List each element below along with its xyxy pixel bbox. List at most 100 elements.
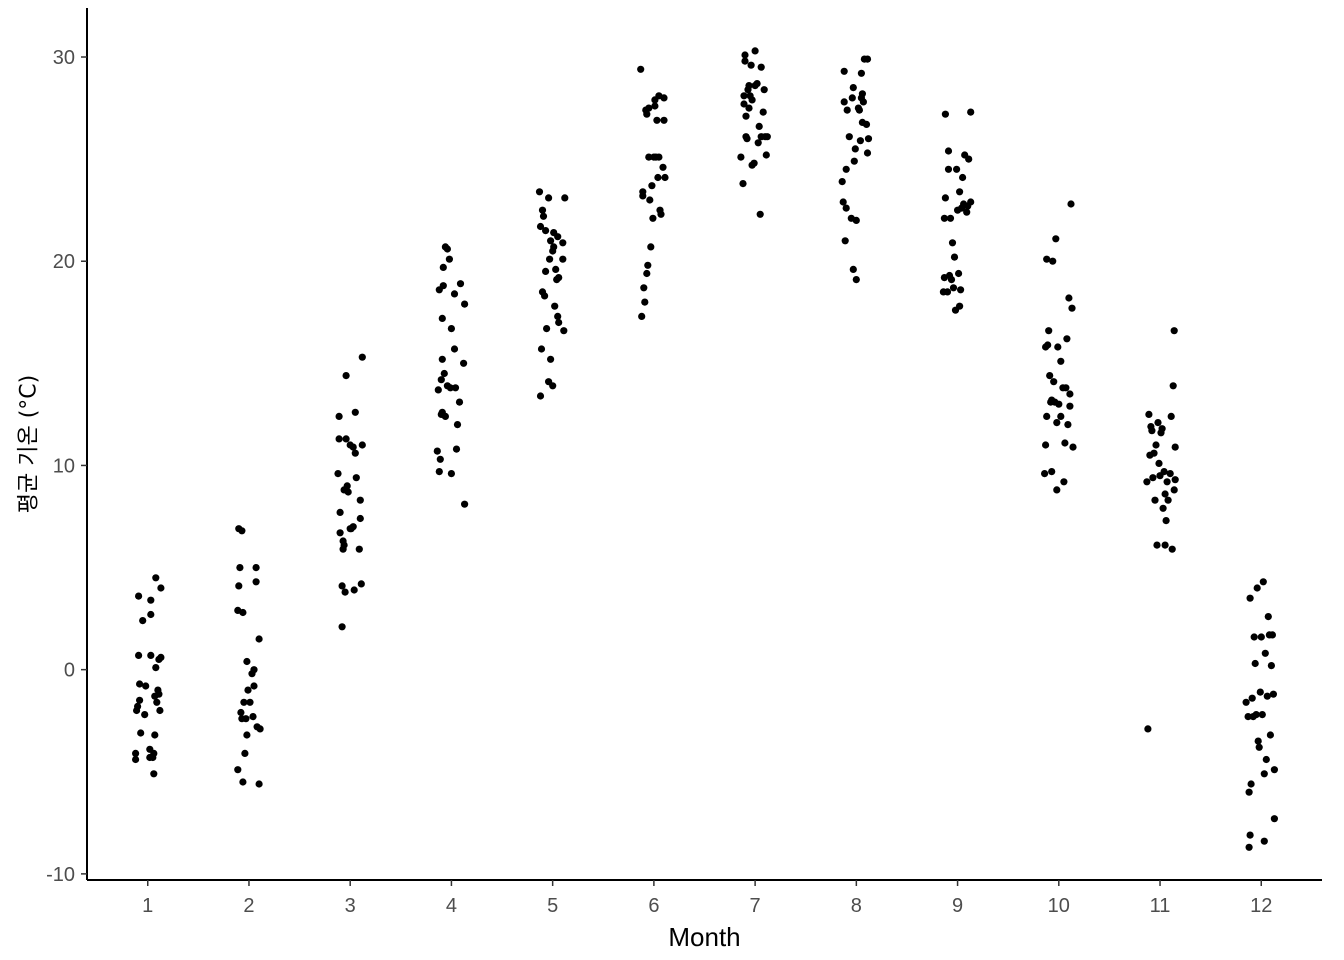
data-point [358,353,366,361]
data-point [554,312,562,320]
data-point [435,468,443,476]
data-point [1066,390,1074,398]
data-point [452,445,461,453]
data-point [1168,545,1176,553]
data-point [446,384,454,392]
data-point [1260,837,1268,845]
data-point [944,165,953,173]
data-point [336,529,344,537]
data-point [858,90,867,98]
data-point [751,47,759,55]
data-point [849,84,857,92]
data-point [1060,478,1068,486]
data-point [1063,335,1071,343]
data-point [536,222,545,231]
data-point [1270,766,1278,774]
data-point [351,408,359,416]
data-point [141,711,149,719]
data-point [139,617,147,625]
data-point [1250,633,1258,641]
data-point [358,441,366,449]
y-axis-title: 평균 기온 (°C) [17,375,42,513]
data-point [1055,400,1063,408]
data-point [447,325,455,333]
data-point [741,51,749,59]
data-point [1170,327,1178,335]
y-tick-label: -10 [46,864,75,886]
data-point [660,94,668,102]
data-point [842,204,850,212]
data-point [147,596,155,604]
data-point [659,163,667,171]
data-point [356,496,364,504]
data-point [848,94,856,102]
data-point [1057,357,1065,365]
data-point [1144,725,1152,733]
data-point [357,580,365,588]
data-point [1057,412,1065,420]
data-point [941,194,950,202]
data-point [147,651,155,660]
data-point [237,708,245,717]
data-point [152,574,160,582]
data-point [445,255,453,263]
data-point [552,265,560,273]
data-point [1248,694,1256,702]
data-point [660,116,668,124]
data-point [1049,257,1057,265]
data-point [340,541,348,549]
data-point [555,318,563,327]
data-point [1149,474,1157,482]
data-point [461,300,469,308]
data-point [649,214,657,222]
data-point [1050,378,1058,386]
data-point [754,139,762,147]
data-point [648,182,656,190]
data-point [753,80,761,88]
data-point [1162,517,1170,525]
data-point [560,327,568,335]
data-point [740,100,748,108]
data-point [1270,815,1278,823]
data-point [1053,486,1061,494]
data-point [1242,698,1250,706]
data-point [150,770,158,778]
data-point [535,188,544,196]
data-point [157,653,165,662]
data-point [741,57,749,65]
data-point [433,447,441,455]
data-point [950,253,959,261]
data-point [943,288,952,296]
data-point [338,582,346,590]
data-point [645,153,653,161]
data-point [559,239,567,247]
x-tick-label: 10 [1048,895,1070,917]
data-point [341,588,349,596]
data-point [946,214,955,222]
data-point [538,206,547,214]
data-points [132,47,1278,851]
data-point [243,731,251,739]
data-point [857,69,866,77]
data-point [241,749,249,758]
data-point [250,666,258,674]
data-point [342,372,350,380]
data-point [561,194,569,202]
data-point [252,578,260,586]
data-point [842,165,850,173]
data-point [1042,441,1050,449]
data-point [855,106,864,114]
data-point [439,282,447,290]
data-point [1043,412,1051,420]
data-point [661,173,669,182]
data-point [639,192,647,200]
data-point [236,564,244,572]
data-point [739,180,747,188]
data-point [944,147,953,155]
data-point [256,725,264,733]
data-point [1247,780,1255,788]
data-point [647,243,655,251]
data-point [436,455,444,463]
data-point [760,86,768,94]
